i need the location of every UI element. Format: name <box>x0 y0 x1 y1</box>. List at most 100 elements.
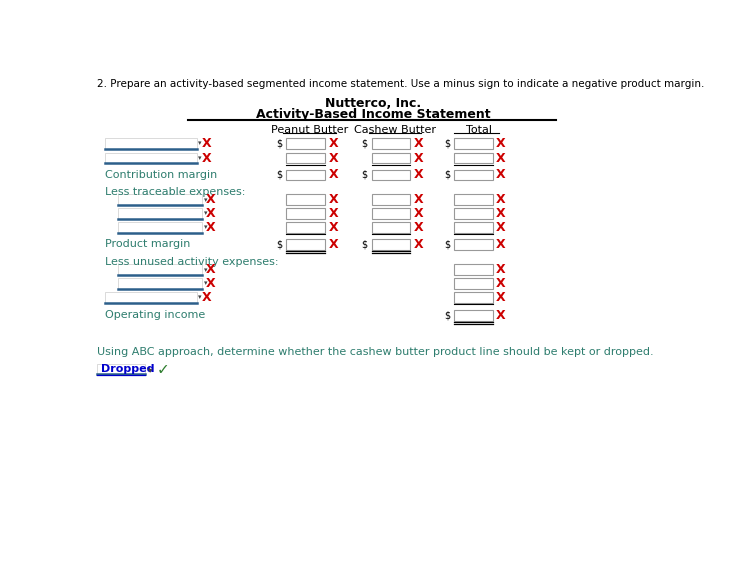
Text: $: $ <box>444 239 450 250</box>
Text: ▾: ▾ <box>203 211 207 217</box>
Bar <box>118 278 202 289</box>
Bar <box>372 239 410 250</box>
Text: X: X <box>496 263 505 276</box>
Text: X: X <box>413 137 423 150</box>
Text: Cashew Butter: Cashew Butter <box>354 125 436 135</box>
Text: ▾: ▾ <box>203 224 207 230</box>
Text: X: X <box>328 238 338 251</box>
Text: $: $ <box>276 170 283 180</box>
Text: $: $ <box>362 170 368 180</box>
Text: X: X <box>496 152 505 164</box>
Text: ▾: ▾ <box>203 281 207 287</box>
Text: X: X <box>202 291 211 304</box>
Bar <box>454 239 493 250</box>
Text: X: X <box>328 207 338 220</box>
Text: X: X <box>496 168 505 181</box>
Text: X: X <box>206 277 216 290</box>
Bar <box>454 292 493 303</box>
Bar <box>454 194 493 205</box>
Text: Using ABC approach, determine whether the cashew butter product line should be k: Using ABC approach, determine whether th… <box>98 347 654 357</box>
Text: Activity-Based Income Statement: Activity-Based Income Statement <box>256 108 491 121</box>
Text: X: X <box>496 277 505 290</box>
Text: Product margin: Product margin <box>105 239 190 250</box>
Text: Dropped: Dropped <box>101 364 155 375</box>
Text: X: X <box>206 221 216 234</box>
Bar <box>372 222 410 233</box>
Bar <box>286 170 325 181</box>
Bar <box>118 208 202 219</box>
Text: X: X <box>328 168 338 181</box>
Bar <box>372 153 410 163</box>
Text: X: X <box>496 309 505 321</box>
Bar <box>454 170 493 181</box>
Text: X: X <box>496 291 505 304</box>
Text: ▾: ▾ <box>147 367 150 372</box>
Bar <box>454 278 493 289</box>
Text: Less traceable expenses:: Less traceable expenses: <box>105 187 246 197</box>
Text: ✓: ✓ <box>157 362 170 377</box>
Text: X: X <box>202 152 211 164</box>
Text: ▾: ▾ <box>198 140 202 146</box>
Text: Contribution margin: Contribution margin <box>105 170 217 180</box>
Text: $: $ <box>444 170 450 180</box>
Text: $: $ <box>276 239 283 250</box>
Text: X: X <box>202 137 211 150</box>
Text: X: X <box>413 207 423 220</box>
Text: X: X <box>496 221 505 234</box>
Text: $: $ <box>276 138 283 148</box>
Text: Less unused activity expenses:: Less unused activity expenses: <box>105 257 278 267</box>
Text: 2. Prepare an activity-based segmented income statement. Use a minus sign to ind: 2. Prepare an activity-based segmented i… <box>98 79 705 89</box>
Text: ▾: ▾ <box>203 267 207 273</box>
Bar <box>105 292 197 303</box>
Bar <box>454 138 493 149</box>
Bar <box>372 170 410 181</box>
Bar <box>286 208 325 219</box>
Text: $: $ <box>444 310 450 320</box>
Text: X: X <box>328 152 338 164</box>
Bar <box>372 194 410 205</box>
Bar <box>454 153 493 163</box>
Text: Total: Total <box>466 125 491 135</box>
Text: X: X <box>328 137 338 150</box>
Bar <box>118 222 202 233</box>
Text: Operating income: Operating income <box>105 310 206 320</box>
Bar <box>286 222 325 233</box>
Bar <box>372 208 410 219</box>
Text: ▾: ▾ <box>148 365 152 374</box>
Bar <box>286 138 325 149</box>
Bar <box>118 264 202 275</box>
Text: $: $ <box>362 239 368 250</box>
Text: ▾: ▾ <box>198 294 202 301</box>
Bar <box>105 153 197 163</box>
Text: X: X <box>206 263 216 276</box>
Bar <box>372 138 410 149</box>
Text: X: X <box>496 207 505 220</box>
Bar <box>98 364 145 375</box>
Text: $: $ <box>362 138 368 148</box>
Bar <box>105 138 197 149</box>
Text: X: X <box>206 207 216 220</box>
Bar <box>286 239 325 250</box>
Bar <box>454 222 493 233</box>
Text: X: X <box>413 193 423 206</box>
Bar <box>286 194 325 205</box>
Text: X: X <box>413 152 423 164</box>
Text: Peanut Butter: Peanut Butter <box>271 125 348 135</box>
Text: X: X <box>328 193 338 206</box>
Text: X: X <box>413 168 423 181</box>
Text: X: X <box>328 221 338 234</box>
Text: X: X <box>413 238 423 251</box>
Text: ▾: ▾ <box>203 197 207 203</box>
Text: X: X <box>496 193 505 206</box>
Bar <box>286 153 325 163</box>
Text: X: X <box>206 193 216 206</box>
Text: X: X <box>496 137 505 150</box>
Bar <box>454 264 493 275</box>
Bar <box>454 310 493 321</box>
Bar <box>454 208 493 219</box>
Text: $: $ <box>444 138 450 148</box>
Text: ▾: ▾ <box>198 155 202 161</box>
Text: X: X <box>496 238 505 251</box>
Text: Nutterco, Inc.: Nutterco, Inc. <box>325 97 421 110</box>
Bar <box>118 194 202 205</box>
